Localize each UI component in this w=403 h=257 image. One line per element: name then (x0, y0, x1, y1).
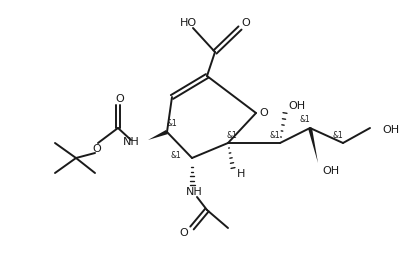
Text: OH: OH (322, 166, 339, 176)
Text: OH: OH (288, 101, 305, 111)
Text: HO: HO (179, 18, 197, 28)
Text: &1: &1 (299, 115, 310, 124)
Text: &1: &1 (166, 120, 177, 128)
Text: O: O (260, 108, 268, 118)
Text: NH: NH (186, 187, 202, 197)
Text: O: O (180, 228, 188, 238)
Polygon shape (308, 127, 318, 163)
Text: &1: &1 (170, 151, 181, 161)
Text: O: O (93, 144, 102, 154)
Text: &1: &1 (332, 131, 343, 140)
Text: O: O (242, 18, 250, 28)
Text: O: O (116, 94, 125, 104)
Text: OH: OH (382, 125, 399, 135)
Text: NH: NH (123, 137, 140, 147)
Text: &1: &1 (270, 131, 280, 140)
Text: H: H (237, 169, 245, 179)
Polygon shape (148, 130, 168, 140)
Text: &1: &1 (226, 131, 237, 140)
